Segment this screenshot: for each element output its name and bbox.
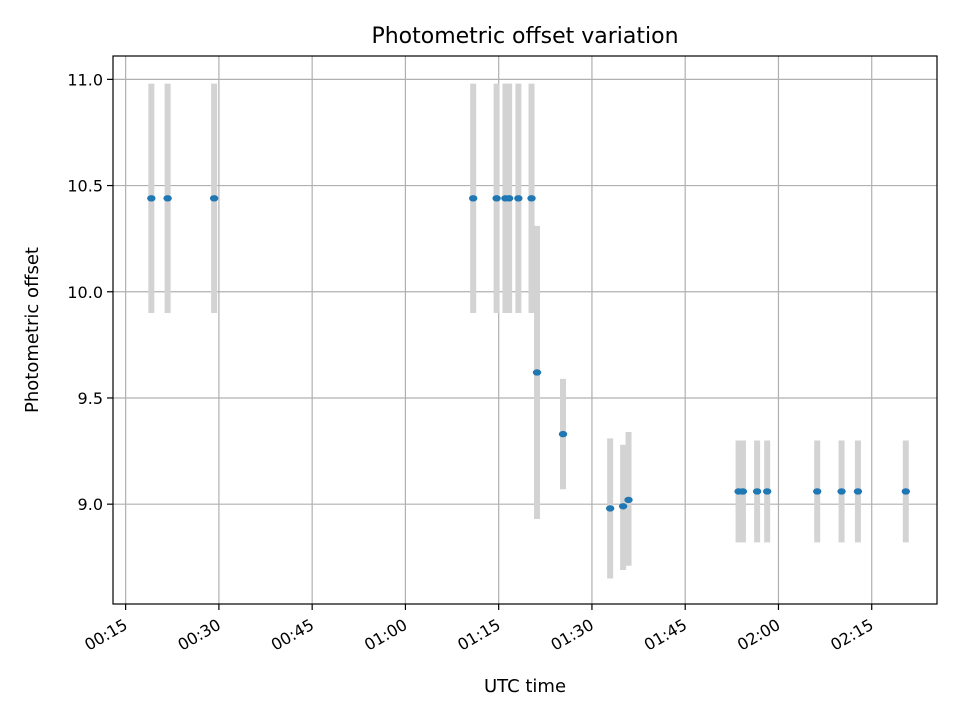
data-point [618, 503, 628, 510]
data-point [163, 195, 172, 202]
data-point [853, 488, 863, 495]
y-tick-label: 11.0 [67, 70, 103, 89]
data-point [468, 195, 478, 202]
chart-title: Photometric offset variation [371, 24, 678, 49]
data-point [147, 195, 156, 202]
x-axis-label: UTC time [484, 676, 566, 697]
data-point [837, 488, 846, 495]
data-point [624, 496, 633, 504]
data-point [813, 488, 822, 495]
y-axis-label: Photometric offset [22, 247, 43, 413]
data-point [527, 195, 536, 202]
grid-lines [113, 56, 937, 604]
y-tick-label: 10.0 [67, 283, 103, 302]
data-point [504, 195, 514, 202]
y-tick-label: 9.5 [78, 389, 103, 408]
data-point [492, 195, 501, 202]
data-point [762, 488, 772, 495]
data-point [901, 488, 911, 495]
data-point [752, 488, 762, 495]
y-tick-label: 10.5 [67, 177, 103, 196]
data-point [738, 488, 748, 495]
data-point [514, 195, 523, 202]
data-points [147, 195, 911, 512]
y-axis-ticks: 9.0 9.5 10.0 10.5 11.0 [67, 70, 113, 514]
data-point [209, 195, 219, 202]
y-tick-label: 9.0 [78, 495, 103, 514]
plot-frame [112, 55, 938, 605]
data-point [532, 369, 542, 376]
data-point [605, 505, 615, 512]
data-point [558, 430, 568, 438]
